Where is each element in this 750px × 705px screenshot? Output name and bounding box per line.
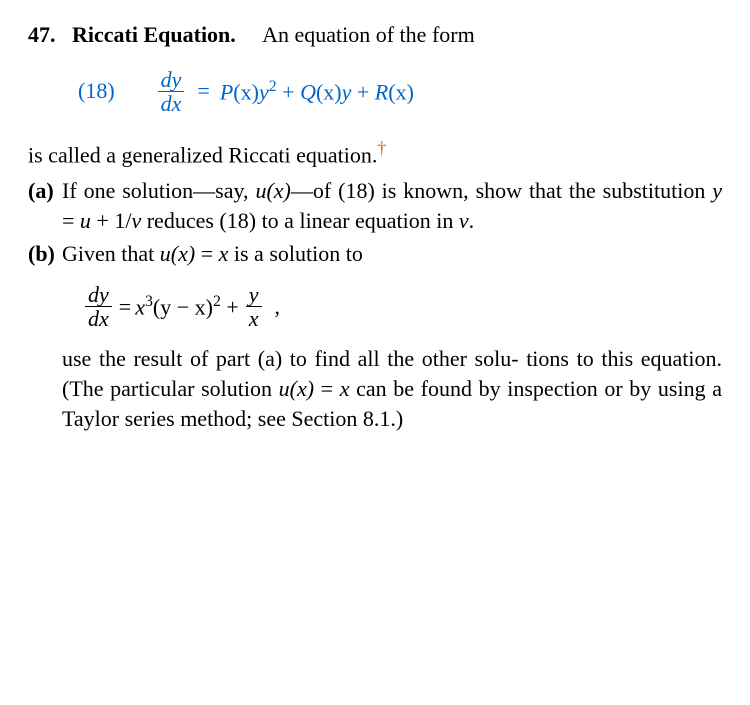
fraction-dydx-b: dy dx (85, 283, 112, 330)
dagger-footnote-marker: † (377, 138, 386, 158)
fraction-yx: y x (246, 283, 262, 330)
riccati-description: is called a generalized Riccati equation… (28, 137, 722, 170)
part-b-tail: use the result of part (a) to find all t… (62, 344, 722, 433)
problem-title: Riccati Equation. (72, 22, 236, 47)
equation-part-b: dy dx = x3(y − x)2 + y x , (82, 283, 722, 330)
part-b-body: Given that u(x) = x is a solution to dy … (62, 239, 722, 433)
fraction-dydx: dy dx (158, 68, 185, 115)
problem-number: 47. (28, 22, 56, 47)
equation-label: (18) (78, 76, 115, 106)
part-a: (a) If one solution—say, u(x)—of (18) is… (28, 176, 722, 235)
part-b: (b) Given that u(x) = x is a solution to… (28, 239, 722, 433)
problem-intro: An equation of the form (262, 22, 475, 47)
part-a-label: (a) (28, 176, 62, 235)
part-a-body: If one solution—say, u(x)—of (18) is kno… (62, 176, 722, 235)
equation-18: (18) dy dx = P(x)y2 + Q(x)y + R(x) (28, 68, 722, 115)
part-b-label: (b) (28, 239, 62, 433)
problem-header: 47. Riccati Equation. An equation of the… (28, 20, 722, 50)
